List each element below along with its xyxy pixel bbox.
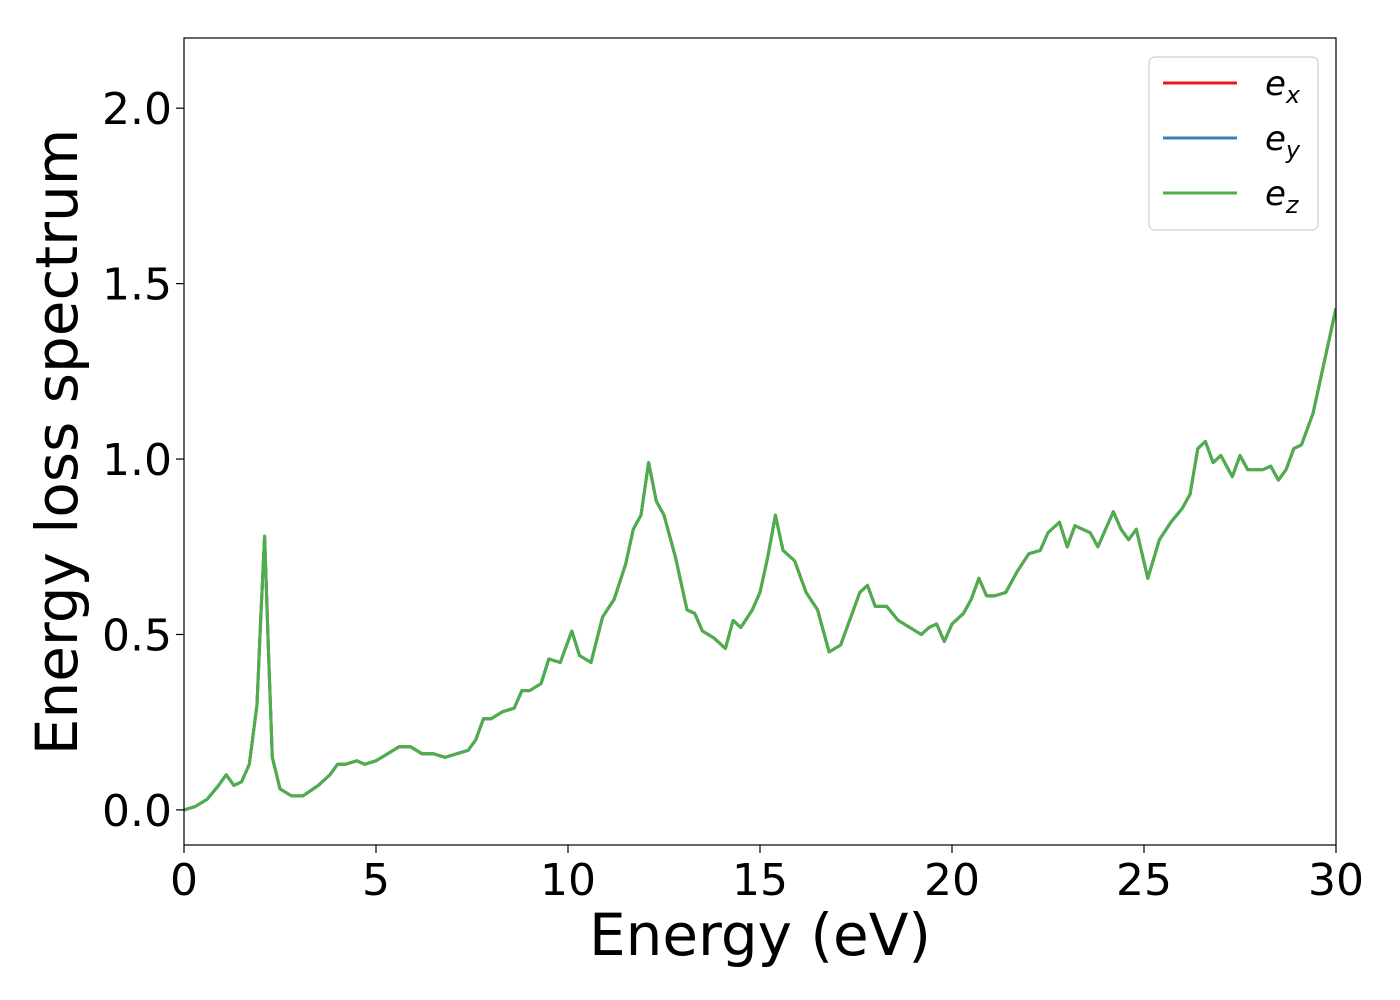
axes: 0 5 10 15 20 25 30 0.0 0.5 1.0 1.5 2.0 <box>102 37 1364 906</box>
x-tick-label: 0 <box>170 855 198 906</box>
legend-label-x: ex <box>1265 64 1301 109</box>
series-line-y <box>184 307 1336 812</box>
legend-label-z: ez <box>1265 174 1300 219</box>
y-tick-label: 0.5 <box>102 610 172 661</box>
x-tick-label: 5 <box>362 855 390 906</box>
x-tick-label: 20 <box>924 855 980 906</box>
y-axis-label: Energy loss spectrum <box>23 129 91 755</box>
x-tick-label: 15 <box>732 855 788 906</box>
y-tick-label: 1.5 <box>102 260 172 311</box>
x-tick-label: 30 <box>1308 855 1364 906</box>
legend: ex ey ez <box>1148 56 1319 231</box>
series-line-x <box>184 307 1336 812</box>
x-tick-label: 10 <box>540 855 596 906</box>
y-tick-label: 0.0 <box>102 786 172 837</box>
x-tick-label: 25 <box>1116 855 1172 906</box>
legend-label-y: ey <box>1265 119 1301 164</box>
plot-area <box>184 307 1336 812</box>
y-tick-label: 2.0 <box>102 84 172 135</box>
series-line-z <box>184 307 1336 812</box>
x-axis-label: Energy (eV) <box>589 901 931 969</box>
y-tick-label: 1.0 <box>102 435 172 486</box>
legend-box <box>1148 56 1319 231</box>
